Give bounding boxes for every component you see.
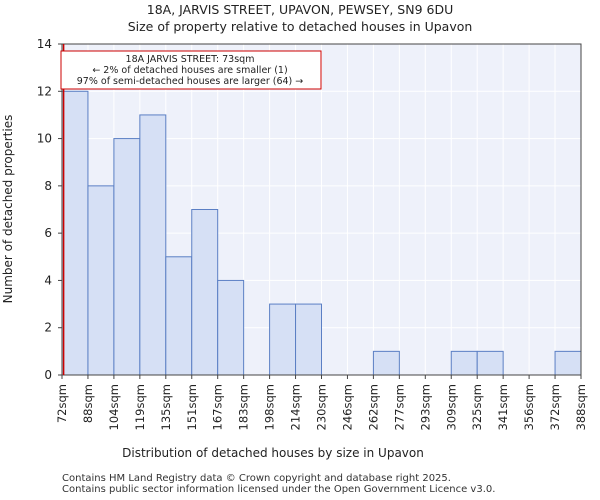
chart-title: 18A, JARVIS STREET, UPAVON, PEWSEY, SN9 …	[146, 2, 454, 17]
x-tick-label: 388sqm	[574, 384, 588, 430]
annotation-line: 97% of semi-detached houses are larger (…	[77, 76, 304, 87]
y-tick-labels: 0 2 4 6 8 10 12 14	[37, 37, 62, 382]
x-tick-label: 262sqm	[366, 384, 380, 430]
x-tick-label: 119sqm	[133, 384, 147, 430]
bar	[450, 350, 478, 376]
x-tick-label: 356sqm	[522, 384, 536, 430]
annotation-frame	[60, 50, 322, 90]
bar-chart: 0 2 4 6 8 10 12 14 72sqm 88sqm 104sqm 119sqm 135sqm…	[1, 37, 588, 460]
x-tick-label: 135sqm	[159, 384, 173, 430]
x-tick-label: 341sqm	[496, 384, 510, 430]
y-tick-label: 0	[44, 368, 52, 382]
footer-copyright: Contains HM Land Registry data © Crown c…	[62, 473, 451, 484]
bar	[554, 350, 582, 376]
bar	[217, 279, 245, 376]
bar	[165, 256, 193, 376]
bar	[139, 114, 167, 376]
x-tick-label: 198sqm	[263, 384, 277, 430]
bar	[476, 350, 504, 376]
y-tick-label: 10	[37, 132, 52, 146]
annotation-line: ← 2% of detached houses are smaller (1)	[92, 65, 287, 76]
x-tick-label: 230sqm	[315, 384, 329, 430]
x-tick-labels: 72sqm 88sqm 104sqm 119sqm 135sqm 151sqm 167sqm…	[55, 375, 588, 430]
y-tick-label: 6	[44, 226, 52, 240]
bar	[269, 303, 297, 376]
x-tick-label: 167sqm	[211, 384, 225, 430]
bar	[295, 303, 322, 376]
x-tick-label: 104sqm	[107, 384, 121, 430]
x-axis-label: Distribution of detached houses by size …	[122, 446, 424, 460]
x-tick-label: 214sqm	[289, 384, 303, 430]
y-tick-label: 14	[37, 37, 52, 51]
chart-subtitle: Size of property relative to detached ho…	[127, 19, 473, 34]
x-tick-label: 246sqm	[340, 384, 354, 430]
annotation-box: 18A JARVIS STREET: 73sqm← 2% of detached…	[60, 50, 322, 90]
y-tick-label: 4	[44, 273, 52, 287]
y-tick-label: 2	[44, 321, 52, 335]
x-tick-label: 325sqm	[470, 384, 484, 430]
bar	[113, 138, 141, 376]
bar	[191, 209, 219, 376]
y-tick-label: 12	[37, 84, 52, 98]
bar	[372, 350, 400, 376]
x-tick-label: 309sqm	[444, 384, 458, 430]
x-tick-label: 72sqm	[55, 384, 69, 423]
annotation-line: 18A JARVIS STREET: 73sqm	[126, 54, 255, 65]
bar	[61, 90, 89, 376]
x-tick-label: 293sqm	[418, 384, 432, 430]
x-tick-label: 151sqm	[185, 384, 199, 430]
x-tick-label: 183sqm	[237, 384, 251, 430]
y-axis-label: Number of detached properties	[1, 115, 15, 304]
bars	[61, 90, 582, 376]
x-tick-label: 88sqm	[81, 384, 95, 423]
bar	[87, 185, 115, 376]
y-tick-label: 8	[44, 179, 52, 193]
x-tick-label: 277sqm	[392, 384, 406, 430]
x-tick-label: 372sqm	[548, 384, 562, 430]
footer-licence: Contains public sector information licen…	[62, 484, 496, 495]
